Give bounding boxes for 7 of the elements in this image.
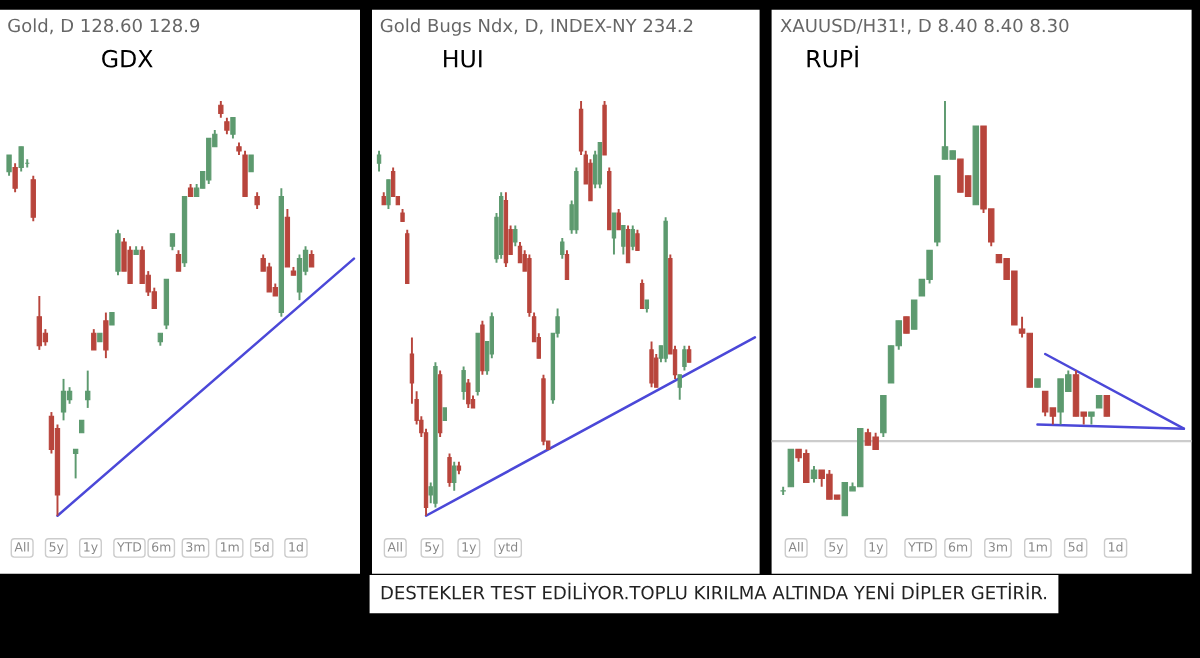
chart-title: GDX <box>102 49 153 68</box>
chart-title: RUPİ <box>807 45 858 68</box>
text: DESTEKLER TEST EDİLİYOR.TOPLU KIRILMA ALTINDA YENİ DİPLER GETİRİR. <box>381 582 1047 600</box>
chart-title: HUI <box>444 50 482 68</box>
chart-subtitle: Gold Bugs Ndx, D, INDEX-NY 234.2 <box>380 18 693 36</box>
chart-subtitle: Gold, D 128.60 128.9 <box>8 18 200 35</box>
chart-subtitle: XAUUSD/H31!, D 8.40 8.40 8.30 <box>780 18 1069 35</box>
